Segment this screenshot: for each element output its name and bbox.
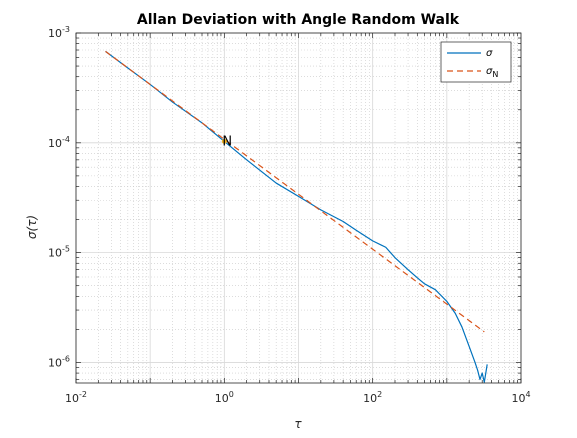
annotation-label: N: [222, 134, 232, 149]
x-axis-label: τ: [294, 417, 302, 431]
x-tick-label: 10-2: [65, 390, 87, 405]
x-tick-label: 104: [511, 390, 530, 405]
legend-label: σN: [486, 66, 498, 79]
y-tick-label: 10-5: [48, 245, 70, 260]
series-line-sigma-n: [105, 50, 485, 333]
annotation-marker: [221, 138, 227, 144]
y-tick-label: 10-4: [48, 135, 70, 150]
legend-label: σ: [486, 48, 493, 59]
series-line-sigma: [105, 50, 488, 383]
x-tick-label: 102: [363, 390, 382, 405]
y-tick-label: 10-6: [48, 354, 70, 369]
x-tick-label: 100: [215, 390, 234, 405]
y-axis-label: σ(τ): [25, 215, 39, 239]
y-tick-label: 10-3: [48, 25, 70, 40]
legend-box: [440, 41, 512, 83]
chart-title: Allan Deviation with Angle Random Walk: [137, 12, 460, 28]
